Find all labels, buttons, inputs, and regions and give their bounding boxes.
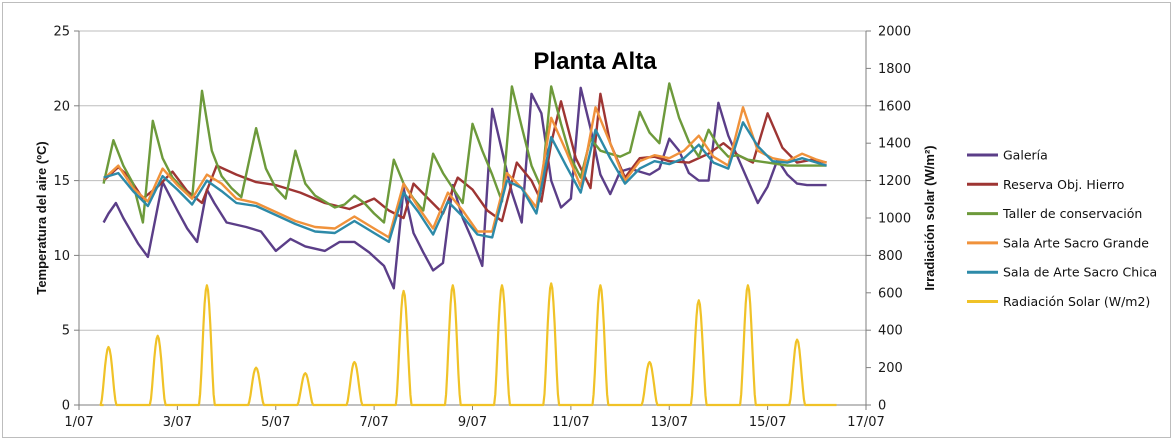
series-line-3 [102, 106, 827, 239]
y-tick-label-left: 0 [62, 399, 70, 414]
legend-label: Taller de conservación [1002, 206, 1142, 221]
y-tick-label-right: 1800 [878, 62, 911, 77]
y-tick-label-left: 20 [53, 99, 70, 114]
legend-label: Galería [1003, 148, 1048, 163]
x-tick-label: 1/07 [64, 415, 93, 430]
legend: Galería Reserva Obj. Hierro Taller de cons… [967, 148, 1157, 309]
y-tick-label-right: 400 [878, 324, 903, 339]
y-tick-label-left: 15 [53, 174, 70, 189]
y-tick-label-right: 600 [878, 286, 903, 301]
y-tick-label-right: 800 [878, 249, 903, 264]
y-tick-label-right: 2000 [878, 25, 911, 40]
x-tick-label: 5/07 [261, 415, 290, 430]
legend-label: Radiación Solar (W/m2) [1003, 294, 1150, 309]
series-line-0 [102, 86, 827, 290]
legend-label: Sala Arte Sacro Grande [1003, 235, 1149, 250]
x-tick-label: 3/07 [163, 415, 192, 430]
x-tick-label: 15/07 [749, 415, 786, 430]
y-tick-label-left: 5 [62, 324, 70, 339]
y-axis-right-title: Irradiación solar (W/m²) [922, 145, 937, 290]
chart-title: Planta Alta [533, 48, 657, 75]
x-tick-label: 17/07 [847, 415, 884, 430]
y-tick-label-right: 200 [878, 361, 903, 376]
y-tick-label-right: 1400 [878, 137, 911, 152]
y-tick-label-right: 1600 [878, 99, 911, 114]
y-ticks-left: 0 5 10 15 20 25 [53, 25, 79, 414]
y-axis-left-title: Temperatura del aire (ºC) [34, 141, 49, 294]
y-tick-label-left: 10 [53, 249, 70, 264]
y-tick-label-right: 1000 [878, 212, 911, 227]
x-tick-label: 7/07 [360, 415, 389, 430]
series-line-4 [103, 121, 827, 244]
series-line-2 [102, 82, 827, 224]
x-tick-label: 13/07 [651, 415, 688, 430]
axes [78, 31, 867, 406]
x-tick-label: 9/07 [458, 415, 487, 430]
series-line-5 [99, 282, 837, 407]
y-tick-label-right: 0 [878, 399, 886, 414]
y-ticks-right: 0 200 400 600 800 1000 1200 1400 1600 1800 2000 [866, 25, 911, 414]
y-tick-label-left: 25 [53, 25, 70, 40]
legend-label: Sala de Arte Sacro Chica [1003, 265, 1157, 280]
x-tick-label: 11/07 [552, 415, 589, 430]
series-lines [99, 82, 837, 407]
legend-label: Reserva Obj. Hierro [1003, 177, 1124, 192]
x-ticks: 1/07 3/07 5/07 7/07 9/07 11/07 13/07 15/07 17/07 [64, 405, 885, 430]
y-tick-label-right: 1200 [878, 174, 911, 189]
